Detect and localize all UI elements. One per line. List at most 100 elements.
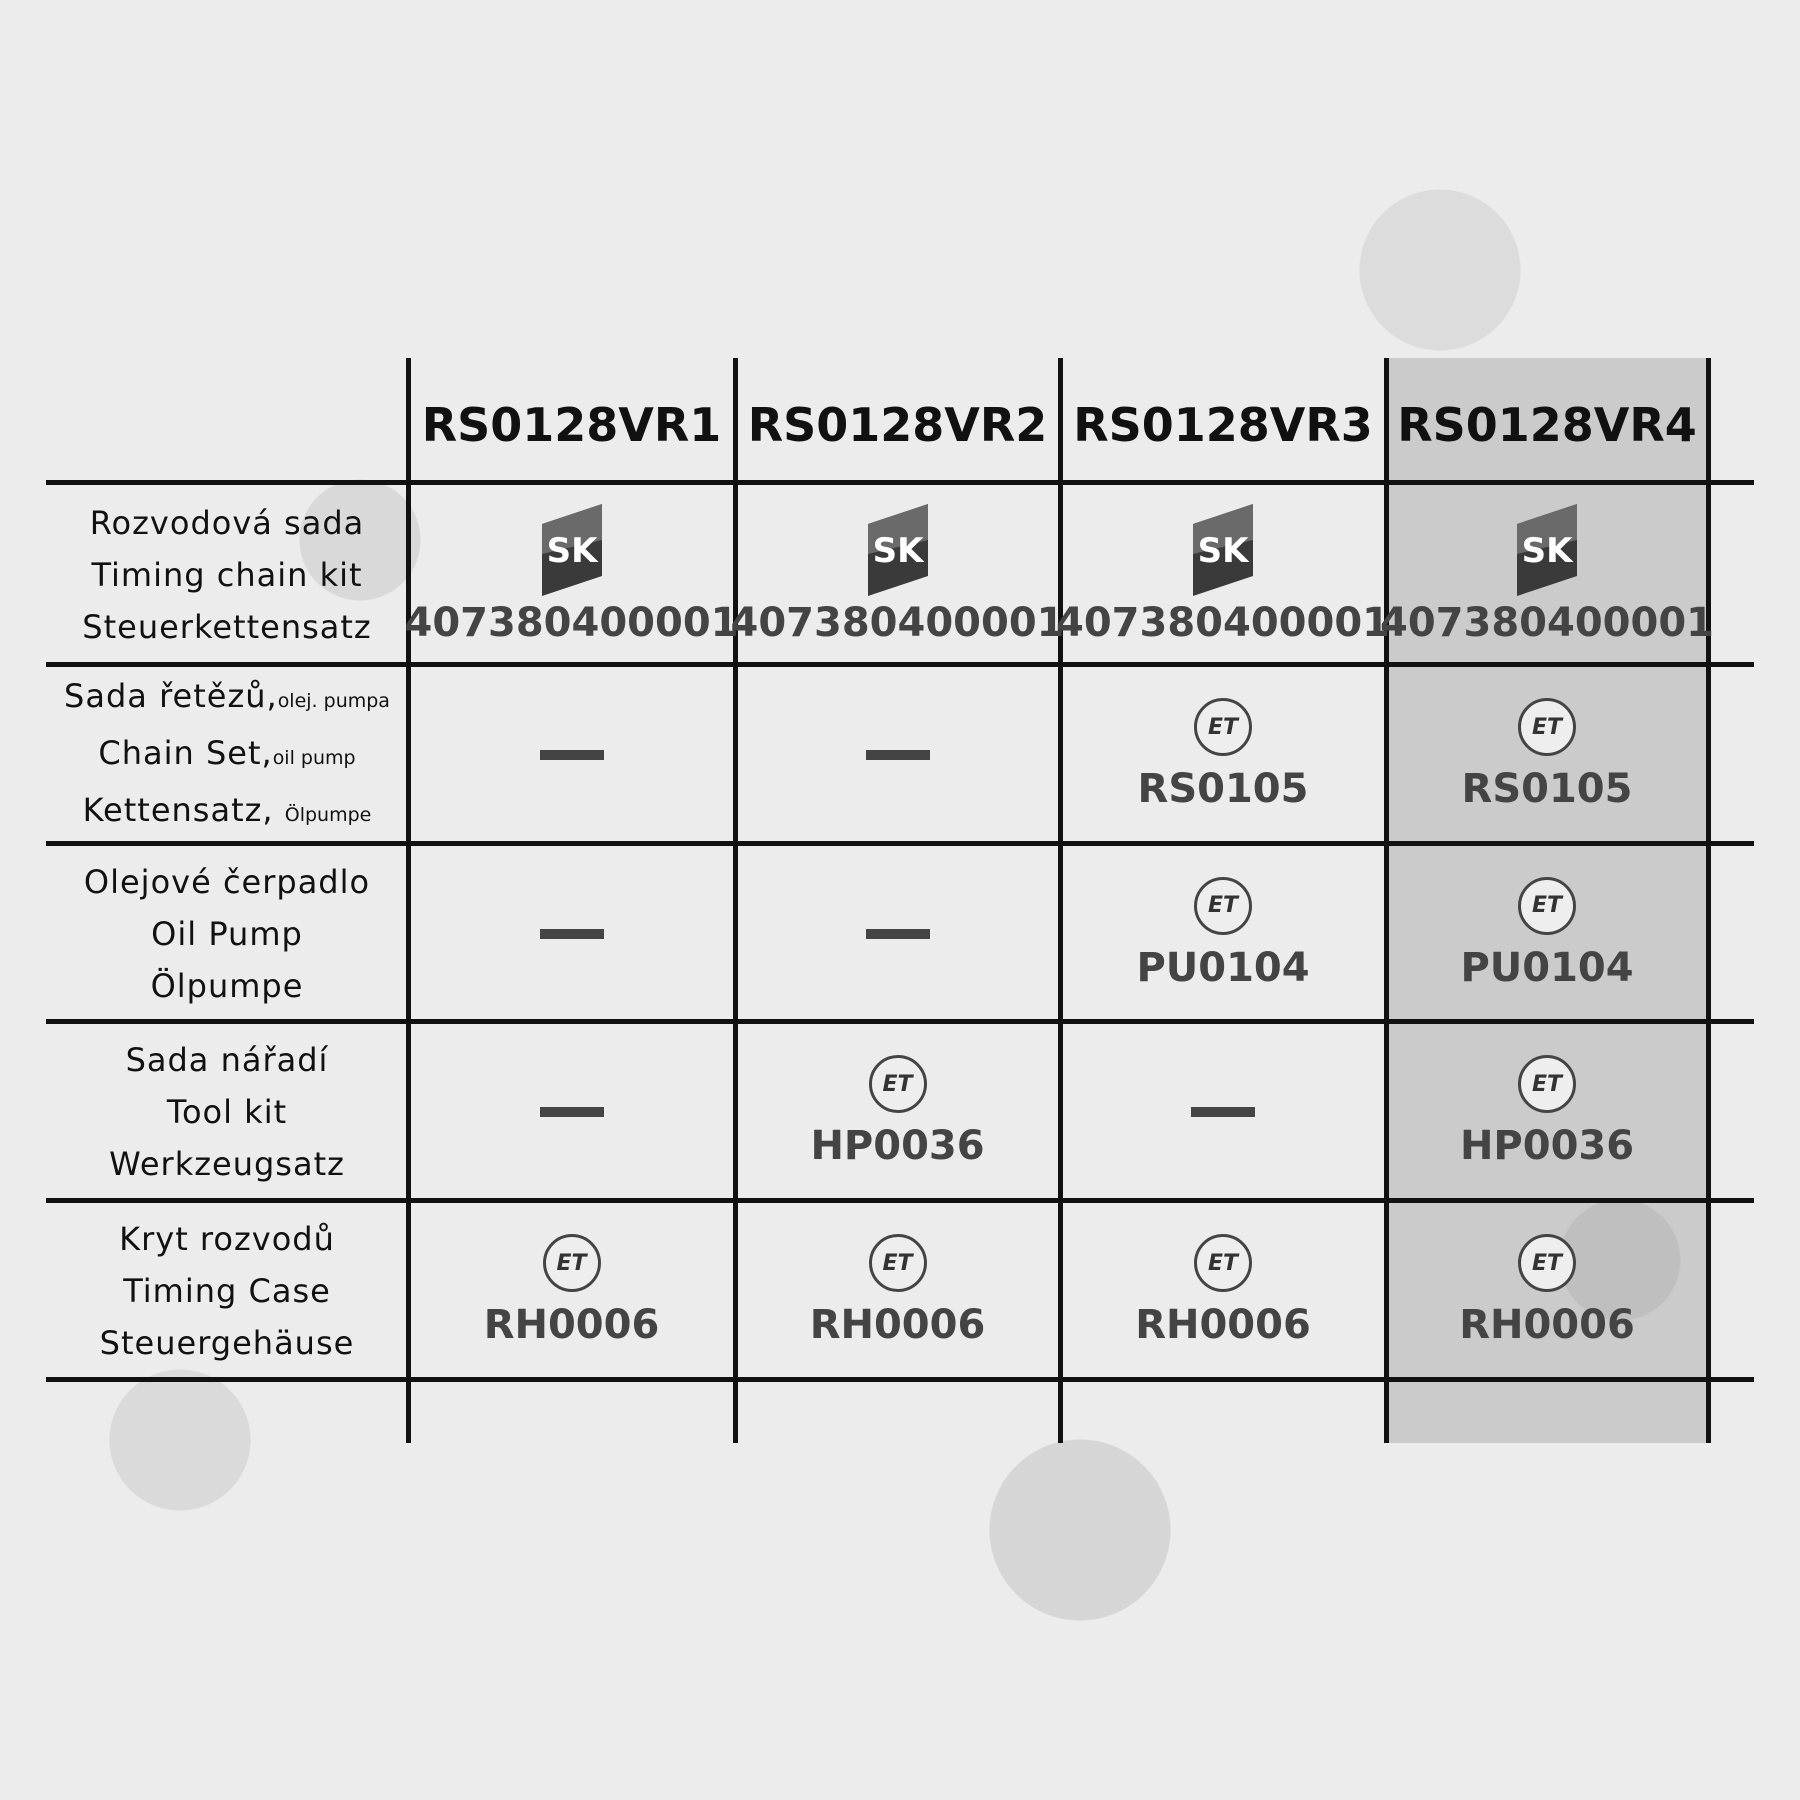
vertical-rule <box>1706 358 1711 1443</box>
row-label-line: Rozvodová sada <box>90 497 365 549</box>
part-number: RS0105 <box>1137 766 1309 812</box>
label-main: Oil Pump <box>151 914 303 953</box>
row-label-line: Ölpumpe <box>151 960 304 1012</box>
table-cell <box>735 667 1060 843</box>
et-logo-icon: ET <box>1518 1234 1576 1292</box>
vertical-rule <box>406 358 411 1443</box>
part-number: RH0006 <box>809 1302 986 1348</box>
et-logo-icon: ET <box>542 1234 601 1292</box>
svg-text:SK: SK <box>1522 531 1574 571</box>
sk-logo-icon: SK <box>541 503 602 596</box>
table-cell: ET RH0006 <box>1386 1203 1708 1379</box>
part-number: RS0105 <box>1461 766 1633 812</box>
label-main: Kettensatz, <box>82 790 285 829</box>
not-included-dash <box>1191 1107 1255 1117</box>
row-label-line: Chain Set,oil pump <box>98 727 355 784</box>
column-header: RS0128VR4 <box>1397 398 1697 452</box>
horizontal-rule <box>46 662 1754 667</box>
not-included-dash <box>539 928 604 939</box>
row-label-line: Steuergehäuse <box>100 1317 355 1369</box>
row-label-line: Steuerkettensatz <box>82 601 371 653</box>
label-main: Werkzeugsatz <box>109 1145 345 1183</box>
et-logo-icon: ET <box>1194 698 1252 756</box>
label-main: Olejové čerpadlo <box>83 862 371 901</box>
table-cell: ET PU0104 <box>1386 846 1708 1021</box>
sk-logo-icon: SK <box>1193 503 1253 596</box>
part-number: RH0006 <box>1459 1302 1635 1348</box>
et-logo-icon: ET <box>1194 1234 1252 1292</box>
part-number: HP0036 <box>1459 1123 1635 1169</box>
et-logo-icon: ET <box>1518 876 1576 935</box>
table-cell: SK 407380400001 <box>1056 485 1390 664</box>
row-label-line: Timing Case <box>123 1265 331 1317</box>
table-cell <box>408 846 735 1021</box>
row-label: Sada nářadí Tool kit Werkzeugsatz <box>46 1024 408 1200</box>
row-label-line: Kryt rozvodů <box>119 1213 335 1265</box>
table-cell: SK 407380400001 <box>731 485 1065 664</box>
part-number: HP0036 <box>810 1123 985 1169</box>
label-note: olej. pumpa <box>277 689 390 712</box>
et-logo-icon: ET <box>1194 876 1252 935</box>
column-header: RS0128VR3 <box>1073 398 1373 452</box>
label-note: oil pump <box>272 746 356 769</box>
table-cell: ET RH0006 <box>1060 1203 1386 1379</box>
svg-text:SK: SK <box>872 531 924 571</box>
part-number: 407380400001 <box>1056 599 1390 646</box>
table-cell: ET RH0006 <box>735 1203 1060 1379</box>
table-cell: ET HP0036 <box>1386 1024 1708 1200</box>
svg-text:SK: SK <box>1198 531 1250 571</box>
table-cell <box>735 846 1060 1021</box>
row-label-line: Timing chain kit <box>91 549 362 601</box>
part-number: 407380400001 <box>404 599 739 646</box>
part-number: PU0104 <box>1460 944 1634 991</box>
horizontal-rule <box>46 1377 1754 1382</box>
row-label-line: Sada nářadí <box>126 1034 329 1086</box>
et-logo-icon: ET <box>1518 698 1576 756</box>
table-cell: ET RS0105 <box>1386 667 1708 843</box>
row-label-line: Werkzeugsatz <box>109 1138 345 1190</box>
label-main: Timing chain kit <box>91 555 363 594</box>
vertical-rule <box>1058 358 1063 1443</box>
row-label: Kryt rozvodů Timing Case Steuergehäuse <box>46 1203 408 1379</box>
et-logo-icon: ET <box>1518 1055 1576 1113</box>
row-label: Sada řetězů,olej. pumpa Chain Set,oil pum… <box>46 667 408 843</box>
horizontal-rule <box>46 841 1754 846</box>
label-main: Chain Set, <box>98 733 273 772</box>
not-included-dash <box>539 750 604 760</box>
row-label-line: Olejové čerpadlo <box>84 856 370 908</box>
sk-logo-icon: SK <box>867 503 928 596</box>
table-cell: ET RH0006 <box>408 1203 735 1379</box>
table-cell: SK 407380400001 <box>1380 485 1714 664</box>
table-cell <box>1060 1024 1386 1200</box>
label-main: Rozvodová sada <box>89 503 365 542</box>
label-main: Kryt rozvodů <box>119 1220 335 1258</box>
part-number: 407380400001 <box>730 599 1065 646</box>
row-label-line: Kettensatz, Ölpumpe <box>83 784 372 841</box>
not-included-dash <box>539 1107 604 1117</box>
label-main: Ölpumpe <box>150 966 304 1005</box>
row-label: Olejové čerpadlo Oil Pump Ölpumpe <box>46 846 408 1021</box>
part-number: 407380400001 <box>1380 599 1714 646</box>
horizontal-rule <box>46 480 1754 485</box>
not-included-dash <box>865 750 930 760</box>
part-number: RH0006 <box>1135 1302 1311 1348</box>
svg-text:SK: SK <box>546 531 598 571</box>
label-main: Sada nářadí <box>125 1041 329 1079</box>
label-main: Steuerkettensatz <box>82 607 372 646</box>
et-logo-icon: ET <box>868 1234 927 1292</box>
label-note: Ölpumpe <box>284 803 372 826</box>
part-number: PU0104 <box>1136 944 1310 991</box>
table-cell: ET RS0105 <box>1060 667 1386 843</box>
horizontal-rule <box>46 1019 1754 1024</box>
horizontal-rule <box>46 1198 1754 1203</box>
column-header: RS0128VR2 <box>747 398 1048 452</box>
label-main: Tool kit <box>166 1093 288 1131</box>
row-label-line: Oil Pump <box>151 908 303 960</box>
row-label-line: Sada řetězů,olej. pumpa <box>64 670 390 727</box>
label-main: Sada řetězů, <box>64 676 278 715</box>
row-label-line: Tool kit <box>167 1086 287 1138</box>
table-cell: ET PU0104 <box>1060 846 1386 1021</box>
table-cell <box>408 667 735 843</box>
sk-logo-icon: SK <box>1517 503 1577 596</box>
et-logo-icon: ET <box>868 1055 927 1113</box>
